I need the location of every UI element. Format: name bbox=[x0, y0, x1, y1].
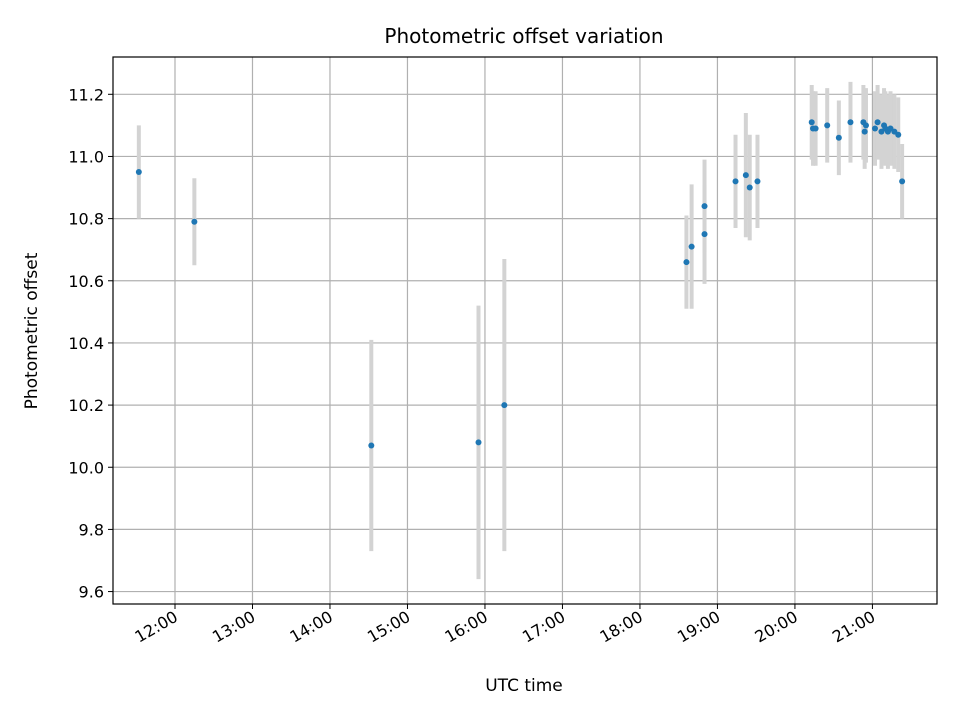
y-tick-label: 10.8 bbox=[68, 210, 104, 229]
data-point bbox=[812, 125, 819, 132]
data-points bbox=[135, 119, 906, 449]
y-axis-title: Photometric offset bbox=[22, 252, 42, 409]
data-point bbox=[899, 178, 906, 185]
y-tick-label: 10.0 bbox=[68, 458, 104, 477]
data-point bbox=[895, 131, 902, 138]
data-point bbox=[501, 402, 508, 409]
chart-title: Photometric offset variation bbox=[384, 24, 663, 48]
y-tick-label: 11.2 bbox=[68, 85, 104, 104]
data-point bbox=[688, 243, 695, 250]
y-tick-label: 9.8 bbox=[79, 520, 104, 539]
data-point bbox=[683, 259, 690, 266]
y-tick-label: 11.0 bbox=[68, 147, 104, 166]
y-tick-label: 10.6 bbox=[68, 272, 104, 291]
grid bbox=[113, 57, 937, 604]
data-point bbox=[475, 439, 482, 446]
data-point bbox=[732, 178, 739, 185]
data-point bbox=[808, 119, 815, 126]
data-point bbox=[824, 122, 831, 129]
data-point bbox=[701, 203, 708, 210]
data-point bbox=[368, 442, 375, 449]
y-tick-label: 9.6 bbox=[79, 583, 104, 602]
data-point bbox=[191, 218, 198, 225]
y-axis-ticks: 9.6 9.8 10.0 10.2 10.4 10.6 10.8 11.0 11.2 bbox=[68, 85, 113, 602]
y-tick-label: 10.2 bbox=[68, 396, 104, 415]
data-point bbox=[701, 231, 708, 238]
data-point bbox=[874, 119, 881, 126]
data-point bbox=[835, 134, 842, 141]
data-point bbox=[862, 122, 869, 129]
data-point bbox=[872, 125, 879, 132]
data-point bbox=[135, 168, 142, 175]
data-point bbox=[742, 172, 749, 179]
data-point bbox=[754, 178, 761, 185]
plot-frame bbox=[112, 56, 938, 605]
data-point bbox=[746, 184, 753, 191]
data-point bbox=[847, 119, 854, 126]
x-axis-title: UTC time bbox=[485, 676, 563, 696]
y-tick-label: 10.4 bbox=[68, 334, 104, 353]
data-point bbox=[861, 128, 868, 135]
